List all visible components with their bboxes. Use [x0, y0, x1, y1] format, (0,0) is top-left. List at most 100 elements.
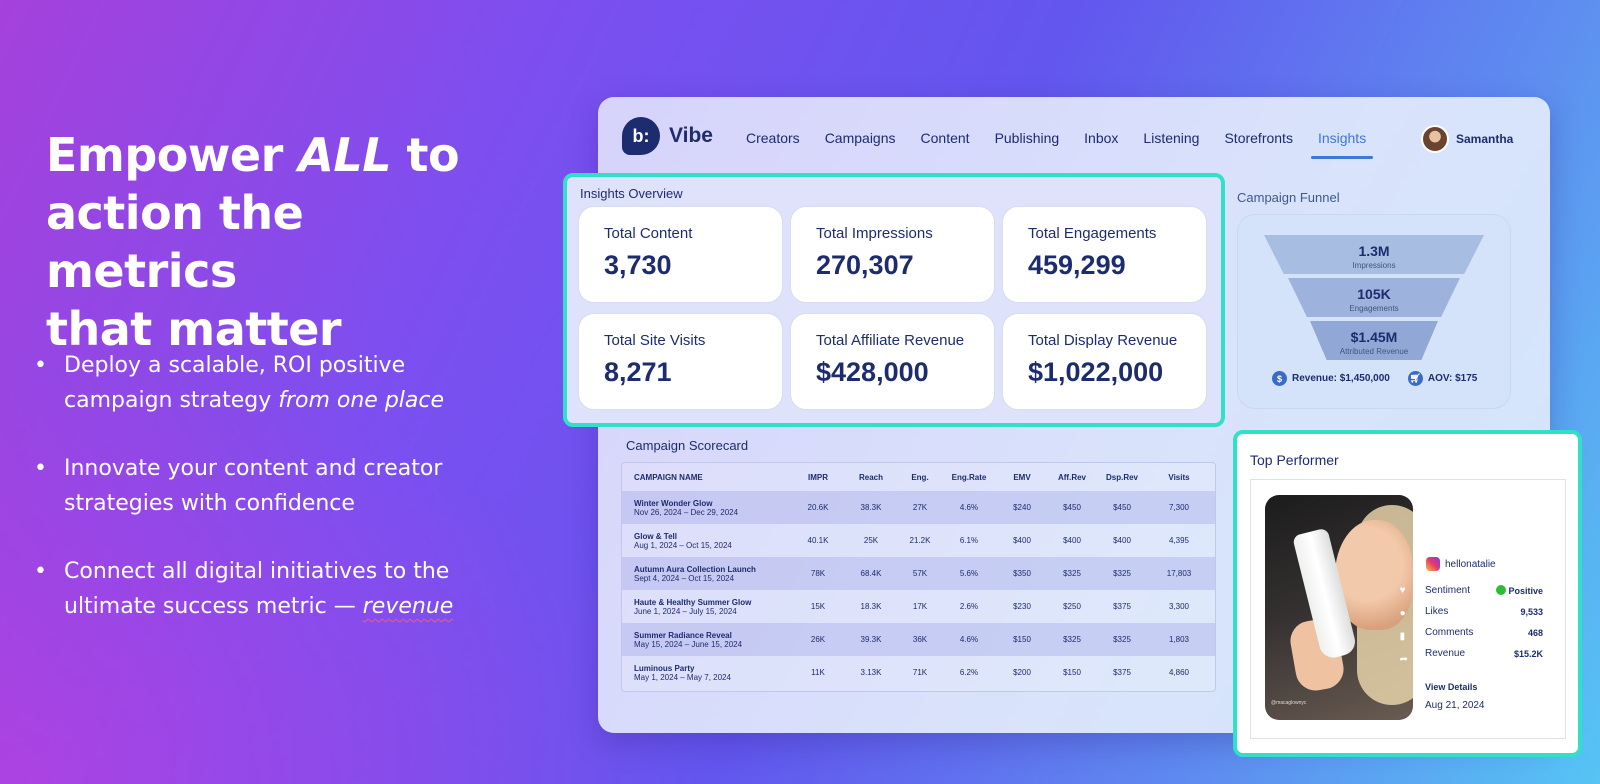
table-cell: 6.2%: [959, 668, 979, 677]
metric-card[interactable]: Total Engagements 459,299: [1002, 206, 1207, 303]
table-row[interactable]: Winter Wonder Glow Nov 26, 2024 – Dec 29,…: [622, 491, 1215, 524]
post-date: Aug 21, 2024: [1425, 700, 1485, 711]
column-header[interactable]: Dsp.Rev: [1105, 472, 1138, 482]
metric-label: Total Affiliate Revenue: [816, 332, 965, 349]
table-cell: 11K: [811, 668, 825, 677]
campaign-name-cell: Summer Radiance Reveal May 15, 2024 – Jun…: [634, 631, 804, 649]
table-cell: 1,803: [1168, 635, 1190, 644]
column-header[interactable]: Aff.Rev: [1057, 472, 1086, 482]
nav-publishing[interactable]: Publishing: [994, 130, 1060, 146]
table-row[interactable]: Haute & Healthy Summer Glow June 1, 2024 …: [622, 590, 1215, 623]
table-cell: $400: [1113, 536, 1131, 545]
metric-card[interactable]: Total Site Visits 8,271: [578, 313, 783, 410]
campaign-name: Glow & Tell: [634, 531, 677, 541]
app-logo[interactable]: b: Vibe: [622, 117, 713, 155]
video-actions: ♥ ● ▮ ➦: [1400, 585, 1408, 665]
table-cell: $325: [1063, 569, 1081, 578]
funnel-step-revenue[interactable]: $1.45M Attributed Revenue: [1310, 321, 1438, 360]
table-cell: $325: [1113, 635, 1131, 644]
table-cell: $200: [1013, 668, 1031, 677]
metric-card[interactable]: Total Content 3,730: [578, 206, 783, 303]
campaign-scorecard-table: CAMPAIGN NAME IMPR Reach Eng. Eng.Rate EMV Aff…: [621, 462, 1216, 692]
benefit-item: Innovate your content and creator strate…: [30, 451, 500, 521]
hero-emphasis: ALL: [298, 128, 392, 182]
table-cell: 40.1K: [807, 536, 829, 545]
nav-creators[interactable]: Creators: [746, 130, 800, 146]
table-cell: 17,803: [1166, 569, 1192, 578]
creator-handle[interactable]: hellonatalie: [1426, 557, 1496, 571]
table-header-row: CAMPAIGN NAME IMPR Reach Eng. Eng.Rate EMV Aff…: [622, 463, 1215, 491]
heart-icon[interactable]: ♥: [1399, 585, 1406, 596]
column-header[interactable]: CAMPAIGN NAME: [634, 472, 703, 482]
table-cell: 7,300: [1168, 503, 1190, 512]
table-cell: $325: [1063, 635, 1081, 644]
nav-campaigns[interactable]: Campaigns: [824, 130, 896, 146]
user-name: Samantha: [1456, 132, 1514, 146]
insights-overview-panel: Insights Overview Total Content 3,730 To…: [563, 173, 1225, 427]
table-cell: $350: [1013, 569, 1031, 578]
campaign-name: Autumn Aura Collection Launch: [634, 564, 756, 574]
funnel-aov: AOV: $175: [1427, 373, 1478, 384]
metric-value: 270,307: [816, 250, 914, 280]
funnel-title: Campaign Funnel: [1237, 190, 1340, 205]
funnel-summary: $ Revenue: $1,450,000 🛒︎ AOV: $175: [1272, 371, 1477, 386]
overview-title: Insights Overview: [580, 186, 683, 201]
nav-insights[interactable]: Insights: [1310, 130, 1374, 159]
nav-inbox[interactable]: Inbox: [1084, 130, 1119, 146]
campaign-name-cell: Luminous Party May 1, 2024 – May 7, 2024: [634, 664, 804, 682]
column-header[interactable]: EMV: [1013, 472, 1031, 482]
column-header[interactable]: Eng.Rate: [951, 472, 987, 482]
top-performer-panel: Top Performer ♥ ● ▮ ➦ @macaglownyc hello…: [1233, 430, 1582, 757]
nav-content[interactable]: Content: [920, 130, 970, 146]
stat-row: Likes 9,533: [1425, 606, 1543, 617]
metric-label: Total Site Visits: [604, 332, 706, 349]
table-cell: 78K: [810, 569, 826, 578]
logo-icon: b:: [622, 117, 660, 155]
campaign-name: Summer Radiance Reveal: [634, 630, 732, 640]
table-row[interactable]: Glow & Tell Aug 1, 2024 – Oct 15, 2024 40.…: [622, 524, 1215, 557]
campaign-name: Winter Wonder Glow: [634, 498, 713, 508]
table-cell: 3.13K: [860, 668, 882, 677]
column-header[interactable]: Visits: [1168, 472, 1190, 482]
table-row[interactable]: Luminous Party May 1, 2024 – May 7, 2024 1…: [622, 656, 1215, 689]
table-cell: 36K: [912, 635, 928, 644]
hero-line1-end: to: [391, 128, 460, 182]
table-cell: 68.4K: [860, 569, 882, 578]
top-performer-title: Top Performer: [1250, 452, 1339, 468]
campaign-dates: Sept 4, 2024 – Oct 15, 2024: [634, 573, 735, 583]
column-header[interactable]: Eng.: [911, 472, 929, 482]
funnel-step-impressions[interactable]: 1.3M Impressions: [1264, 235, 1484, 274]
instagram-icon: [1426, 557, 1440, 571]
hero-line2: action the metrics: [46, 186, 304, 298]
dollar-icon: $: [1272, 371, 1287, 386]
nav-storefronts[interactable]: Storefronts: [1224, 130, 1293, 146]
campaign-dates: May 15, 2024 – June 15, 2024: [634, 639, 743, 649]
metric-value: 459,299: [1028, 250, 1126, 280]
avatar: [1421, 125, 1449, 153]
nav-listening[interactable]: Listening: [1143, 130, 1200, 146]
table-cell: 26K: [810, 635, 826, 644]
bookmark-icon[interactable]: ▮: [1399, 631, 1406, 642]
table-cell: 4.6%: [959, 635, 979, 644]
column-header[interactable]: IMPR: [808, 472, 828, 482]
share-icon[interactable]: ➦: [1399, 654, 1408, 665]
metric-card[interactable]: Total Affiliate Revenue $428,000: [790, 313, 995, 410]
view-details-link[interactable]: View Details: [1425, 682, 1478, 692]
metric-card[interactable]: Total Display Revenue $1,022,000: [1002, 313, 1207, 410]
performer-stats: Sentiment Positive Likes 9,533 Comments 468…: [1425, 580, 1543, 664]
top-nav: Creators Campaigns Content Publishing In…: [746, 130, 1391, 159]
table-cell: $450: [1113, 503, 1131, 512]
cart-icon: 🛒︎: [1407, 371, 1423, 386]
comment-icon[interactable]: ●: [1399, 608, 1406, 619]
post-video-thumbnail[interactable]: ♥ ● ▮ ➦ @macaglownyc: [1265, 495, 1413, 720]
table-row[interactable]: Autumn Aura Collection Launch Sept 4, 202…: [622, 557, 1215, 590]
funnel-step-engagements[interactable]: 105K Engagements: [1288, 278, 1460, 317]
user-menu[interactable]: Samantha: [1421, 125, 1513, 153]
metric-card[interactable]: Total Impressions 270,307: [790, 206, 995, 303]
campaign-name-cell: Winter Wonder Glow Nov 26, 2024 – Dec 29,…: [634, 499, 804, 517]
table-cell: $250: [1063, 602, 1081, 611]
column-header[interactable]: Reach: [858, 472, 883, 482]
video-caption: @macaglownyc: [1271, 700, 1307, 706]
table-row[interactable]: Summer Radiance Reveal May 15, 2024 – Jun…: [622, 623, 1215, 656]
campaign-name-cell: Autumn Aura Collection Launch Sept 4, 202…: [634, 565, 804, 583]
